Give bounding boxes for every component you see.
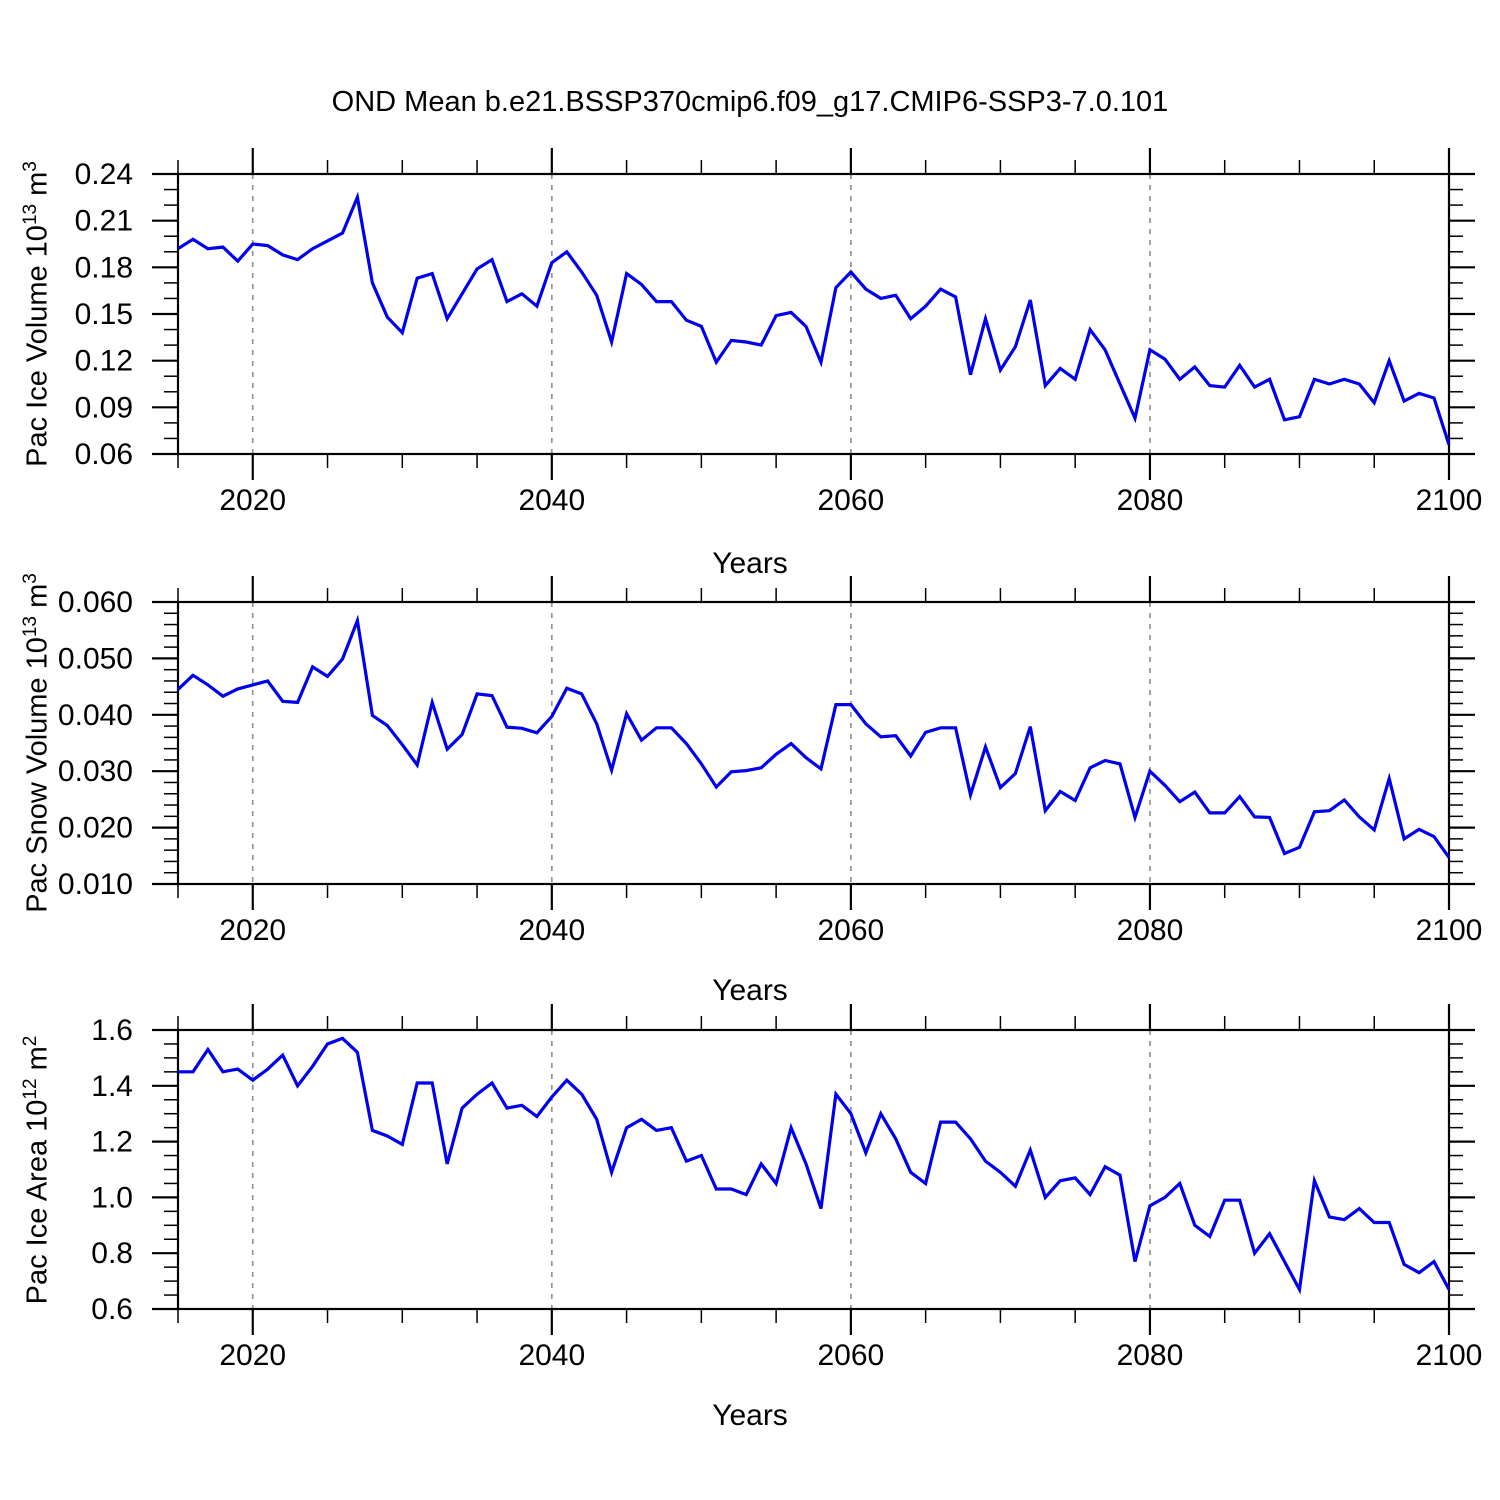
x-axis-title-panel3: Years <box>712 1399 788 1432</box>
y-tick-label: 1.6 <box>91 1014 133 1047</box>
y-tick-label: 0.12 <box>75 345 133 378</box>
axis-frame <box>176 172 1451 456</box>
y-axis-title-ice-volume: Pac Ice Volume 1013 m3 <box>19 161 54 467</box>
y-tick-label: 0.020 <box>58 812 133 845</box>
y-tick-label: 1.2 <box>91 1126 133 1159</box>
pac-snow-volume-panel: 2020 2040 2060 2080 2100 0.010 0.020 0.030 0.040… <box>58 576 1482 947</box>
y-tick-label: 0.040 <box>58 699 133 732</box>
y-tick-label: 0.09 <box>75 391 133 424</box>
data-line <box>178 1036 1451 1295</box>
pac-ice-area-panel: 2020 2040 2060 2080 2100 0.6 0.8 1.0 1.2 1.4 1.6 <box>91 1004 1482 1372</box>
x-tick-label: 2040 <box>518 914 585 947</box>
x-tick-label: 2060 <box>818 484 885 517</box>
data-line <box>176 614 1451 859</box>
y-tick-label: 0.6 <box>91 1293 133 1326</box>
y-tick-label: 0.060 <box>58 586 133 619</box>
y-tick-label: 0.010 <box>58 868 133 901</box>
x-axis-title-panel2: Years <box>712 974 788 1007</box>
x-tick-label: 2080 <box>1117 1339 1184 1372</box>
y-tick-label: 0.18 <box>75 251 133 284</box>
x-tick-label: 2020 <box>219 1339 286 1372</box>
pac-ice-volume-panel: 2020 2040 2060 2080 2100 0.06 0.09 0.12 0.15 0.18… <box>75 148 1483 517</box>
x-tick-label: 2060 <box>818 1339 885 1372</box>
x-tick-label: 2020 <box>219 914 286 947</box>
x-tick-label: 2020 <box>219 484 286 517</box>
chart-title: OND Mean b.e21.BSSP370cmip6.f09_g17.CMIP… <box>331 86 1169 118</box>
y-tick-label: 1.0 <box>91 1181 133 1214</box>
x-tick-label: 2060 <box>818 914 885 947</box>
x-axis-title-panel1: Years <box>712 547 788 580</box>
y-tick-label: 0.06 <box>75 438 133 471</box>
x-tick-label: 2080 <box>1117 484 1184 517</box>
y-tick-label: 0.030 <box>58 755 133 788</box>
x-tick-label: 2040 <box>518 484 585 517</box>
y-tick-label: 1.4 <box>91 1070 133 1103</box>
y-tick-label: 0.15 <box>75 298 133 331</box>
x-tick-label: 2100 <box>1416 914 1483 947</box>
y-tick-label: 0.8 <box>91 1237 133 1270</box>
axis-frame <box>176 1028 1451 1311</box>
y-axis-title-snow-volume: Pac Snow Volume 1013 m3 <box>19 573 54 913</box>
y-tick-label: 0.24 <box>75 158 133 191</box>
y-tick-label: 0.050 <box>58 642 133 675</box>
y-axis-title-ice-area: Pac Ice Area 1012 m2 <box>19 1035 54 1305</box>
x-tick-label: 2080 <box>1117 914 1184 947</box>
x-tick-label: 2040 <box>518 1339 585 1372</box>
axis-frame <box>176 600 1451 886</box>
data-line <box>177 191 1451 446</box>
y-tick-label: 0.21 <box>75 205 133 238</box>
x-tick-label: 2100 <box>1416 484 1483 517</box>
x-tick-label: 2100 <box>1416 1339 1483 1372</box>
